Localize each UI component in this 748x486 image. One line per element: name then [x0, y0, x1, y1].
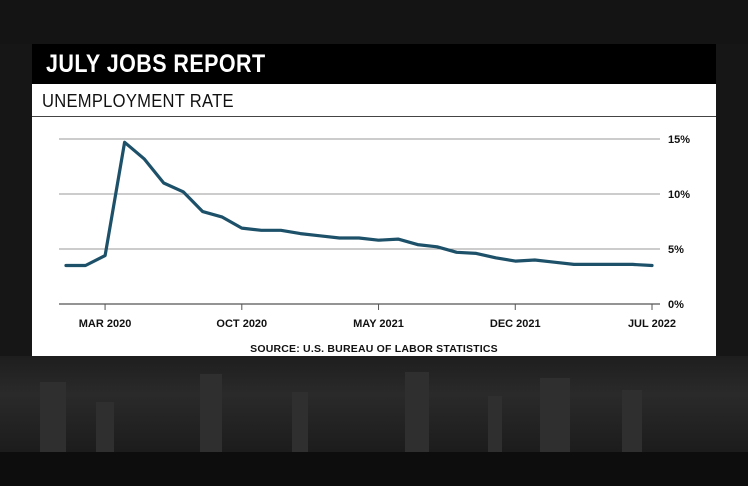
- unemployment-line-chart: 0% 5% 10% 15% MAR 2020 OCT 2020 MAY 2021 DEC 20…: [59, 134, 690, 330]
- skyline-shape: [292, 392, 308, 452]
- skyline-shape: [200, 374, 222, 452]
- x-tick-label: MAR 2020: [79, 318, 132, 330]
- skyline-shape: [40, 382, 66, 452]
- skyline-shape: [540, 378, 570, 452]
- subtitle-divider: [32, 116, 716, 117]
- x-tick-label: JUL 2022: [628, 318, 676, 330]
- skyline-shape: [96, 402, 114, 452]
- x-tick-label: MAY 2021: [353, 318, 404, 330]
- chart-card: JULY JOBS REPORT UNEMPLOYMENT RATE 0% 5% 1…: [32, 44, 716, 356]
- report-title: JULY JOBS REPORT: [46, 50, 266, 78]
- skyline-shape: [488, 396, 502, 452]
- skyline-shape: [405, 372, 429, 452]
- y-tick-label: 10%: [668, 189, 690, 201]
- chart-subtitle: UNEMPLOYMENT RATE: [42, 91, 234, 111]
- y-tick-label: 5%: [668, 244, 684, 256]
- x-tick-label: OCT 2020: [216, 318, 267, 330]
- y-tick-label: 15%: [668, 134, 690, 146]
- x-tick-label: DEC 2021: [490, 318, 541, 330]
- background-skyline: [0, 356, 748, 452]
- skyline-shape: [622, 390, 642, 452]
- source-note: SOURCE: U.S. BUREAU OF LABOR STATISTICS: [250, 343, 498, 355]
- title-bar: JULY JOBS REPORT: [32, 44, 716, 84]
- background-footer: [0, 452, 748, 486]
- y-tick-label: 0%: [668, 299, 684, 311]
- unemployment-rate-line: [64, 140, 654, 268]
- background-top: [0, 0, 748, 44]
